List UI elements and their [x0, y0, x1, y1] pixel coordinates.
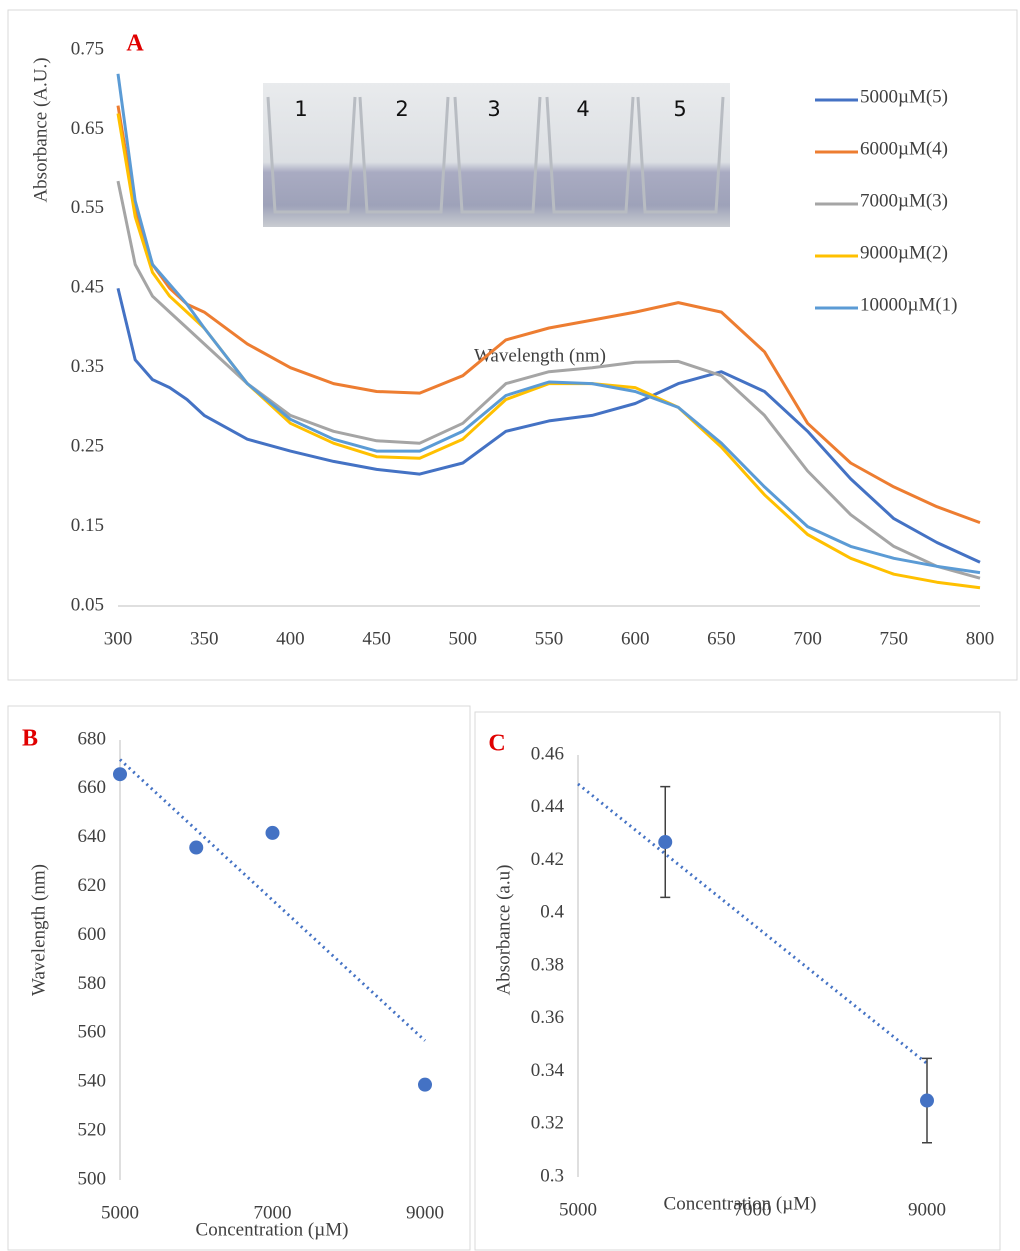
x-tick-label: 7000	[254, 1202, 292, 1223]
panel-title: A	[126, 31, 144, 57]
panel-frame	[7, 705, 471, 1251]
legend-label: 9000µM(2)	[860, 242, 948, 263]
data-point	[920, 1093, 934, 1108]
trendline	[577, 782, 928, 1065]
y-tick-label: 0.25	[71, 436, 104, 457]
panel-title: B	[22, 726, 38, 752]
panel-frame	[7, 9, 1018, 681]
y-tick-label: 0.05	[71, 594, 104, 615]
x-tick-label: 600	[621, 628, 650, 649]
x-tick-label: 800	[966, 628, 995, 649]
x-tick-label: 700	[793, 628, 822, 649]
y-tick-label: 620	[78, 875, 107, 896]
y-axis-label: Absorbance (A.U.)	[30, 57, 51, 202]
x-tick-label: 9000	[908, 1199, 946, 1220]
series-line	[116, 287, 981, 564]
chart-layer: A Absorbance (A.U.) Wavelength (nm) 0.05 0.1…	[22, 31, 994, 1241]
y-tick-label: 500	[78, 1168, 107, 1189]
inset-label: 3	[487, 97, 500, 121]
x-tick-label: 500	[449, 628, 478, 649]
data-point	[658, 835, 673, 850]
data-point	[113, 767, 127, 782]
y-tick-label: 0.36	[531, 1007, 564, 1028]
y-tick-label: 680	[78, 728, 107, 749]
y-tick-label: 0.4	[540, 902, 564, 923]
series-line	[116, 73, 981, 575]
x-tick-label: 750	[880, 628, 909, 649]
y-tick-label: 0.45	[71, 277, 104, 298]
x-axis-label: Wavelength (nm)	[474, 345, 606, 366]
y-tick-label: 0.32	[531, 1113, 564, 1134]
x-tick-label: 650	[707, 628, 736, 649]
y-tick-label: 560	[78, 1022, 107, 1043]
y-tick-label: 0.35	[71, 356, 104, 377]
legend-label: 10000µM(1)	[860, 294, 958, 315]
y-axis-label: Absorbance (a.u)	[493, 865, 514, 996]
y-tick-label: 0.44	[531, 796, 565, 817]
inset-photo	[263, 83, 730, 227]
y-tick-label: 0.55	[71, 197, 104, 218]
x-axis-label: Concentration (µM)	[664, 1193, 817, 1214]
y-tick-label: 0.46	[531, 743, 564, 764]
y-tick-label: 660	[78, 777, 107, 798]
inset-label: 2	[395, 97, 408, 121]
x-axis-label: Concentration (µM)	[196, 1219, 349, 1240]
x-tick-label: 5000	[559, 1199, 597, 1220]
x-tick-label: 7000	[734, 1199, 772, 1220]
y-tick-label: 0.34	[531, 1060, 565, 1081]
y-tick-label: 0.15	[71, 515, 104, 536]
data-point	[265, 825, 280, 840]
legend-label: 6000µM(4)	[860, 138, 948, 159]
panel-frame	[474, 711, 1001, 1251]
series-line	[116, 113, 981, 590]
inset-label: 1	[294, 97, 307, 121]
y-tick-label: 0.75	[71, 38, 104, 59]
panel-title: C	[488, 731, 505, 757]
inset-label: 4	[576, 97, 589, 121]
x-tick-label: 450	[362, 628, 391, 649]
y-axis-label: Wavelength (nm)	[28, 864, 49, 996]
y-tick-label: 540	[78, 1071, 107, 1092]
x-tick-label: 550	[535, 628, 564, 649]
data-point	[189, 840, 204, 855]
series-line	[116, 180, 981, 580]
y-tick-label: 0.65	[71, 118, 104, 139]
y-tick-label: 640	[78, 826, 107, 847]
x-tick-label: 300	[104, 628, 133, 649]
y-tick-label: 600	[78, 924, 107, 945]
y-tick-label: 0.3	[540, 1165, 564, 1186]
y-tick-label: 0.42	[531, 849, 564, 870]
inset-label: 5	[673, 97, 686, 121]
x-tick-label: 9000	[406, 1202, 444, 1223]
y-tick-label: 520	[78, 1119, 107, 1140]
x-tick-label: 400	[276, 628, 305, 649]
x-tick-label: 5000	[101, 1202, 139, 1223]
legend-label: 7000µM(3)	[860, 190, 948, 211]
data-point	[418, 1077, 432, 1092]
y-tick-label: 0.38	[531, 954, 564, 975]
x-tick-label: 350	[190, 628, 219, 649]
legend-label: 5000µM(5)	[860, 86, 948, 107]
trendline	[118, 758, 427, 1042]
y-tick-label: 580	[78, 973, 107, 994]
